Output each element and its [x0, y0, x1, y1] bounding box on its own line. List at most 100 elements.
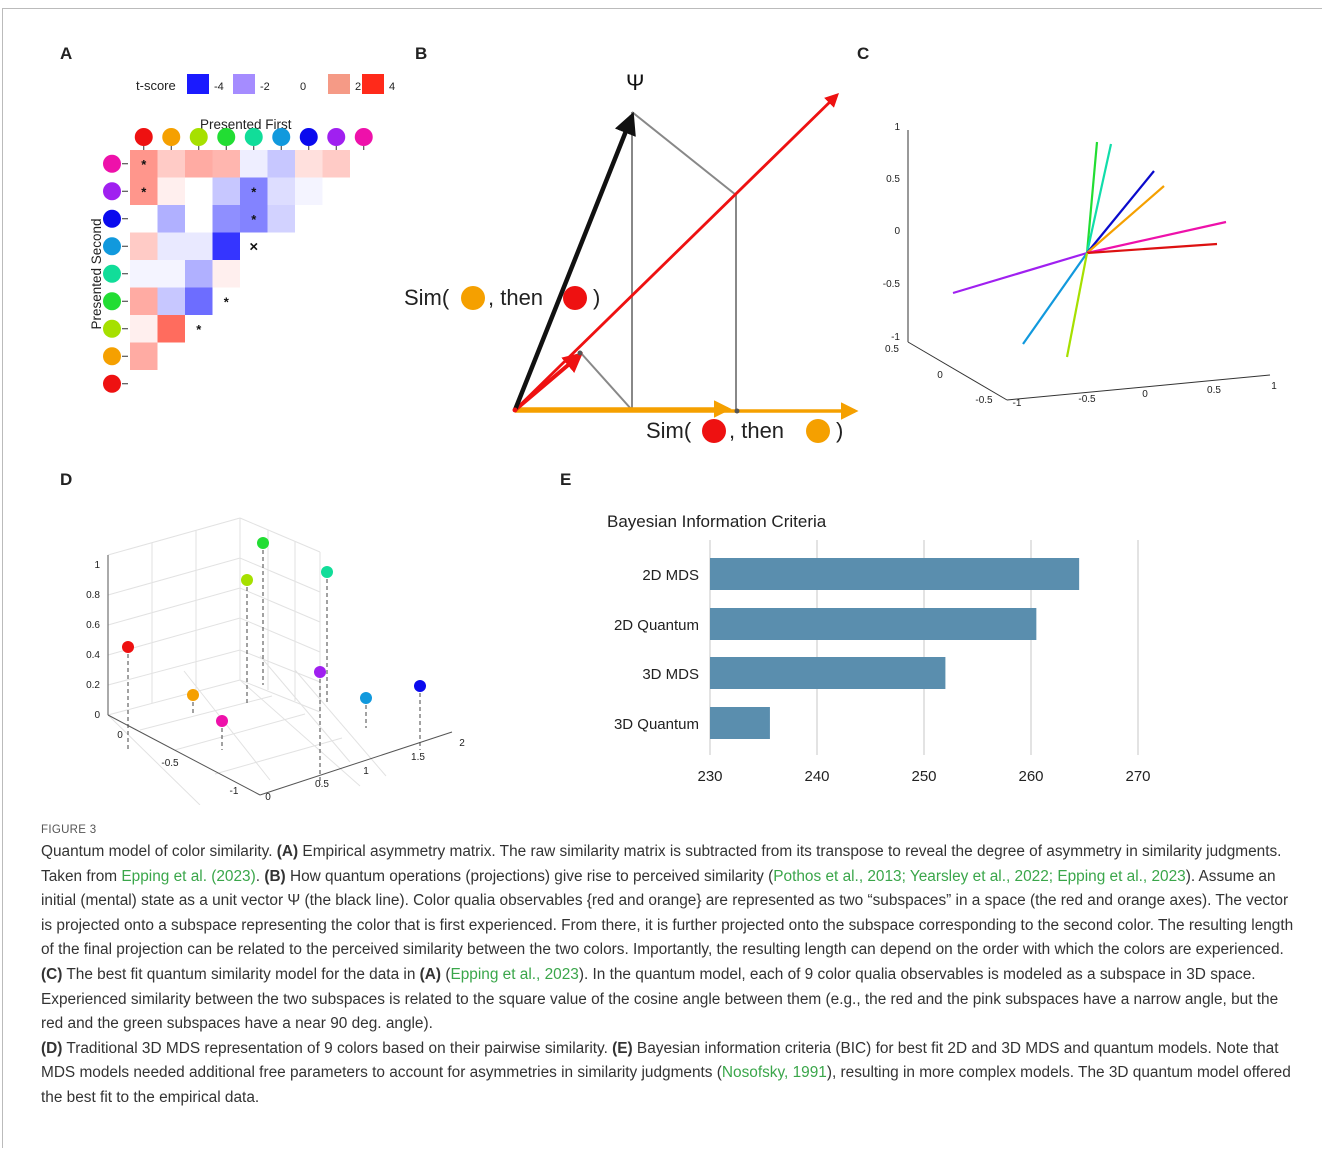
- caption-text-span: Empirical asymmetry matrix. The raw simi…: [41, 843, 1282, 885]
- matrix-cell: [240, 177, 268, 205]
- subspace-line: [1085, 141, 1099, 254]
- sim-red-then-orange-suffix: ): [836, 418, 843, 443]
- color-dot: [103, 347, 121, 366]
- matrix-cell: [185, 287, 213, 315]
- bar: [710, 707, 770, 739]
- significance-marker: *: [224, 294, 230, 309]
- z-tick-label: 1: [94, 560, 100, 571]
- y-tick-label: -0.5: [161, 758, 179, 769]
- color-dot: [327, 128, 346, 146]
- matrix-cell: [212, 177, 240, 205]
- significance-markers: * * * * × * *: [141, 157, 258, 337]
- floor-front-edge: [1006, 374, 1271, 401]
- significance-marker: *: [141, 184, 147, 199]
- caption-text-span: (: [441, 965, 451, 983]
- legend-swatch: [328, 74, 350, 94]
- panel-ref-a: (A): [276, 843, 299, 860]
- category-label: 3D Quantum: [614, 716, 699, 733]
- matrix-cell: [157, 232, 185, 260]
- color-dot: [354, 128, 373, 146]
- category-label: 2D MDS: [642, 567, 699, 584]
- z-tick-label: 0: [94, 710, 100, 721]
- mds-point: [414, 680, 426, 692]
- matrix-cell: [130, 177, 158, 205]
- legend-title: t-score: [136, 78, 176, 93]
- color-dot: [103, 319, 121, 338]
- z-tick-label: 0.6: [86, 620, 100, 631]
- sim-orange-then-red-prefix: Sim(: [404, 285, 450, 310]
- matrix-cell: [212, 260, 240, 288]
- mds-point: [257, 537, 269, 549]
- z-tick-labels: 1 0.8 0.6 0.4 0.2 0: [86, 560, 100, 721]
- panel-ref-a: (A): [419, 965, 442, 983]
- x-tick-label: 0.5: [1207, 385, 1221, 396]
- category-label: 3D MDS: [642, 666, 699, 683]
- matrix-cell: [185, 150, 213, 178]
- top-color-markers: [134, 128, 373, 150]
- orange-to-red-projection: [579, 351, 633, 411]
- z-tick-label: 0.4: [86, 650, 100, 661]
- grid-lines: [107, 530, 387, 805]
- sim-red-then-orange-mid: , then: [729, 418, 784, 443]
- psi-to-red-projection: [631, 111, 737, 196]
- matrix-cell: [295, 177, 323, 205]
- caption-text-span: ). In the quantum model, each of 9 color…: [41, 965, 1279, 1033]
- subspace-line: [1065, 252, 1089, 358]
- top-axis-label: Presented First: [200, 117, 292, 132]
- panel-d-mds-3d: 1 0.8 0.6 0.4 0.2 0 0 -0.5 -1 0 0.5 1 1.5 2: [86, 517, 465, 805]
- matrix-cell: [240, 205, 268, 233]
- y-tick-labels: 0.5 0 -0.5: [885, 344, 993, 406]
- caption-text-span: Quantum model of color similarity.: [41, 843, 277, 860]
- chart-bars: [710, 558, 1080, 739]
- subspace-line: [952, 251, 1088, 295]
- legend-tick-label: 2: [355, 81, 361, 93]
- panel-e-bic-chart: Bayesian Information Criteria 2D MDS 2D Q…: [607, 512, 1151, 785]
- citation-link[interactable]: Pothos et al., 2013; Yearsley et al., 20…: [773, 867, 1186, 885]
- z-tick-labels: 1 0.5 0 -0.5 -1: [883, 122, 901, 343]
- sim-orange-then-red-mid: , then: [488, 285, 543, 310]
- mds-point: [321, 566, 333, 578]
- figure-caption: FIGURE 3 Quantum model of color similari…: [41, 822, 1301, 1111]
- matrix-cell: [212, 232, 240, 260]
- mds-point: [241, 574, 253, 586]
- red-disc: [563, 286, 587, 310]
- mds-points: [122, 537, 426, 785]
- color-dot: [299, 128, 318, 146]
- x-tick-label: 1: [363, 766, 369, 777]
- x-tick-label: 230: [697, 768, 722, 785]
- orange-disc: [806, 419, 830, 443]
- panel-c-quantum-subspaces: 1 0.5 0 -0.5 -1 0.5 0 -0.5 -1 -0.5 0 0.5 1: [883, 122, 1278, 409]
- subspace-line: [1085, 143, 1113, 254]
- legend-tick-label: 4: [389, 81, 395, 93]
- caption-text: Quantum model of color similarity. (A) E…: [41, 840, 1301, 1111]
- legend-tick-label: -4: [214, 81, 224, 93]
- matrix-cell: [130, 287, 158, 315]
- caption-text-span: How quantum operations (projections) giv…: [285, 867, 774, 885]
- frame-top-rule: [2, 8, 1322, 9]
- x-tick-label: -1: [1013, 398, 1022, 409]
- color-dot: [134, 128, 153, 146]
- significance-marker: *: [196, 322, 202, 337]
- significance-marker: ×: [249, 238, 258, 255]
- citation-link[interactable]: Nosofsky, 1991: [721, 1064, 827, 1082]
- color-dot: [217, 128, 236, 146]
- y-tick-labels: 0 -0.5 -1: [117, 730, 239, 797]
- matrix-cell: [322, 150, 350, 178]
- y-tick-label: -1: [230, 786, 239, 797]
- psi-vector: [512, 111, 636, 411]
- y-tick-label: -0.5: [975, 395, 993, 406]
- matrix-cell: [267, 205, 295, 233]
- mds-point: [187, 689, 199, 701]
- mds-point: [216, 715, 228, 727]
- red-axis-line: [514, 93, 840, 412]
- red-short-arrow: [513, 352, 584, 412]
- subspace-line: [1086, 220, 1227, 255]
- citation-link[interactable]: Epping et al., 2023: [450, 965, 579, 983]
- red-projection-point: [577, 350, 583, 356]
- x-tick-label: 2: [459, 738, 465, 749]
- panel-label-e: E: [560, 470, 572, 489]
- x-tick-labels: -1 -0.5 0 0.5 1: [1013, 381, 1278, 409]
- caption-text-span: .: [255, 867, 265, 885]
- matrix-cell: [185, 205, 213, 233]
- citation-link[interactable]: Epping et al. (2023): [121, 867, 256, 885]
